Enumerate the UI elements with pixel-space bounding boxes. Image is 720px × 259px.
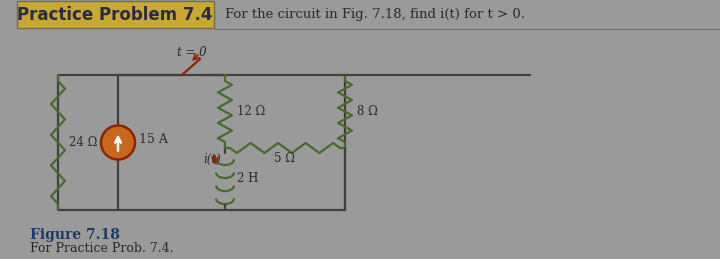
FancyBboxPatch shape — [17, 1, 214, 28]
Text: For Practice Prob. 7.4.: For Practice Prob. 7.4. — [30, 242, 174, 255]
Text: Practice Problem 7.4: Practice Problem 7.4 — [17, 5, 212, 24]
Bar — [0, 0, 720, 29]
Text: t = 0: t = 0 — [177, 47, 207, 60]
Text: 24 Ω: 24 Ω — [69, 136, 97, 149]
Circle shape — [101, 126, 135, 160]
Text: For the circuit in Fig. 7.18, find i(t) for t > 0.: For the circuit in Fig. 7.18, find i(t) … — [225, 8, 525, 21]
Text: i(t): i(t) — [203, 153, 221, 166]
Text: 15 A: 15 A — [139, 133, 168, 146]
Text: 2 H: 2 H — [237, 172, 258, 185]
Text: 12 Ω: 12 Ω — [237, 105, 265, 118]
Text: Figure 7.18: Figure 7.18 — [30, 228, 120, 242]
Text: 5 Ω: 5 Ω — [274, 152, 295, 164]
Text: 8 Ω: 8 Ω — [357, 105, 378, 118]
